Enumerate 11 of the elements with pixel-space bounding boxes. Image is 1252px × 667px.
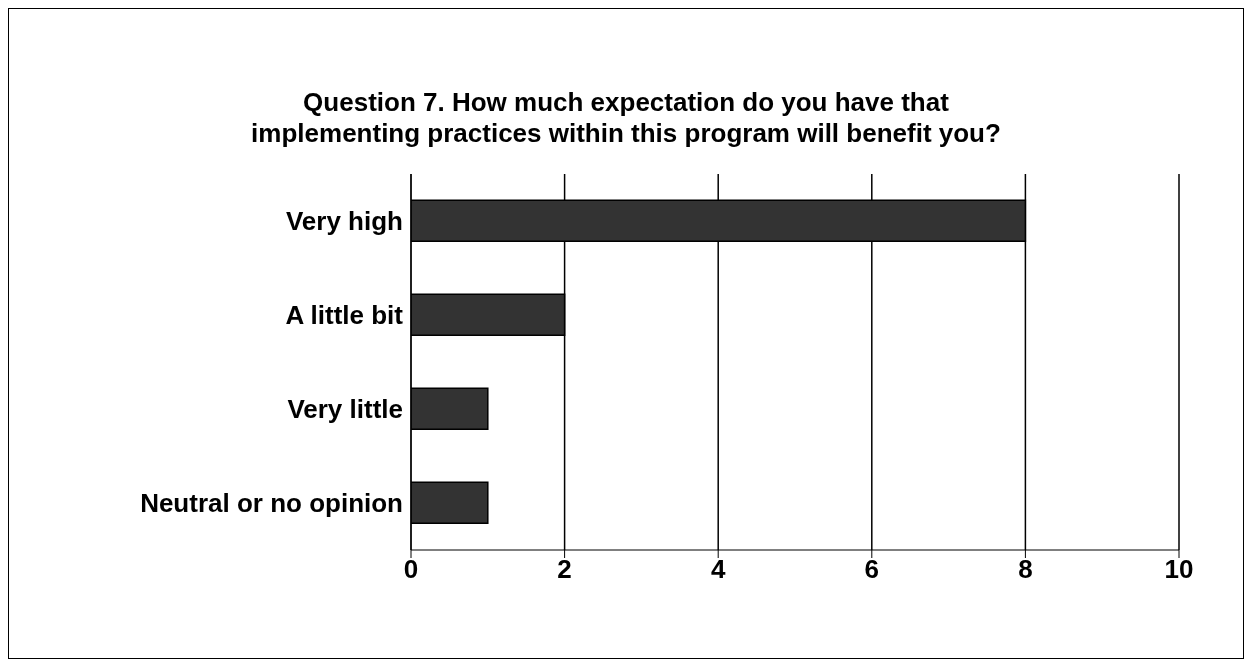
- x-tick-label: 0: [403, 554, 419, 585]
- x-tick-label: 4: [710, 554, 726, 585]
- x-tick-label: 10: [1164, 554, 1194, 585]
- x-tick-label: 8: [1018, 554, 1033, 585]
- chart-title: Question 7. How much expectation do you have that implementing practices within this program will benefit you?: [250, 87, 1002, 149]
- y-tick-label: Very little: [287, 394, 403, 425]
- x-tick-label: 6: [864, 554, 880, 585]
- x-tick-label: 2: [557, 554, 572, 585]
- y-tick-label: Very high: [285, 206, 403, 237]
- y-tick-label: Neutral or no opinion: [140, 488, 403, 519]
- y-tick-label: A little bit: [285, 300, 404, 331]
